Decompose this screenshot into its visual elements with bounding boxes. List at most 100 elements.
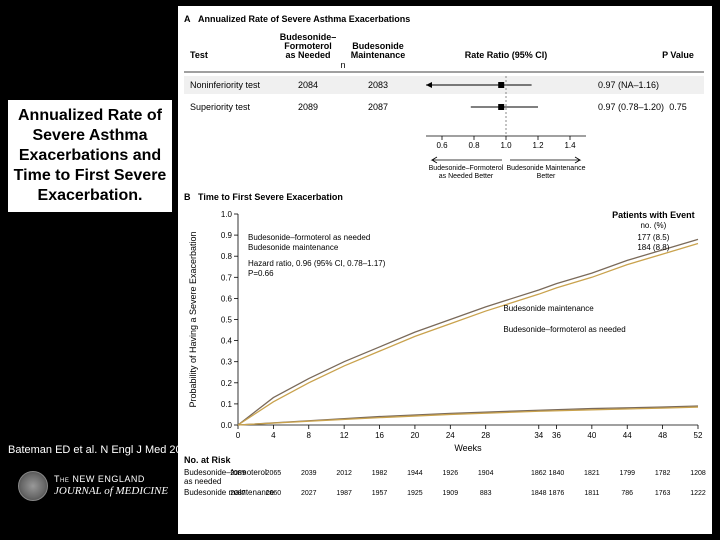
svg-text:2083: 2083 <box>368 80 388 90</box>
svg-text:1782: 1782 <box>655 470 671 477</box>
svg-text:0.0: 0.0 <box>221 421 233 430</box>
nejm-seal-icon <box>18 471 48 501</box>
svg-text:0.9: 0.9 <box>221 231 233 240</box>
svg-text:2039: 2039 <box>301 470 317 477</box>
svg-text:Budesonide Maintenance: Budesonide Maintenance <box>506 165 585 172</box>
svg-text:Annualized Rate of Severe Asth: Annualized Rate of Severe Asthma Exacerb… <box>198 14 410 24</box>
nejm-line1: The NEW ENGLAND <box>54 475 168 485</box>
nejm-line2: JOURNAL of MEDICINE <box>54 485 168 497</box>
svg-text:1763: 1763 <box>655 490 671 497</box>
svg-text:Superiority test: Superiority test <box>190 102 251 112</box>
svg-text:P Value: P Value <box>662 50 694 60</box>
svg-text:1.4: 1.4 <box>564 141 576 150</box>
svg-text:Weeks: Weeks <box>454 443 482 453</box>
svg-text:0.7: 0.7 <box>221 273 233 282</box>
svg-text:40: 40 <box>587 431 596 440</box>
svg-text:4: 4 <box>271 431 276 440</box>
svg-text:1208: 1208 <box>690 470 706 477</box>
svg-text:8: 8 <box>307 431 312 440</box>
svg-text:0.6: 0.6 <box>436 141 448 150</box>
svg-text:A: A <box>184 14 191 24</box>
svg-text:28: 28 <box>481 431 490 440</box>
svg-text:1944: 1944 <box>407 470 423 477</box>
svg-text:Probability of Having a Severe: Probability of Having a Severe Exacerbat… <box>188 231 198 407</box>
svg-text:Budesonide maintenance: Budesonide maintenance <box>503 304 594 313</box>
svg-text:1821: 1821 <box>584 470 600 477</box>
svg-text:1925: 1925 <box>407 490 423 497</box>
svg-text:1926: 1926 <box>443 470 459 477</box>
svg-text:1.0: 1.0 <box>500 141 512 150</box>
svg-text:0: 0 <box>236 431 241 440</box>
svg-text:Time to First Severe Exacerbat: Time to First Severe Exacerbation <box>198 192 343 202</box>
svg-text:1.0: 1.0 <box>221 210 233 219</box>
svg-text:1799: 1799 <box>619 470 635 477</box>
svg-text:786: 786 <box>621 490 633 497</box>
svg-text:2087: 2087 <box>230 490 246 497</box>
slide-title: Annualized Rate of Severe Asthma Exacerb… <box>8 100 172 212</box>
svg-text:0.4: 0.4 <box>221 337 233 346</box>
svg-text:2065: 2065 <box>266 470 282 477</box>
svg-text:0.8: 0.8 <box>221 252 233 261</box>
svg-text:883: 883 <box>480 490 492 497</box>
svg-text:0.75: 0.75 <box>669 102 687 112</box>
svg-text:184 (8.8): 184 (8.8) <box>637 243 669 252</box>
svg-text:0.5: 0.5 <box>221 316 233 325</box>
svg-text:2027: 2027 <box>301 490 317 497</box>
figure-panel: A Annualized Rate of Severe Asthma Exacer… <box>178 6 712 534</box>
svg-text:52: 52 <box>694 431 703 440</box>
svg-text:1957: 1957 <box>372 490 388 497</box>
svg-text:1987: 1987 <box>336 490 352 497</box>
svg-text:177 (8.5): 177 (8.5) <box>637 233 669 242</box>
svg-text:1.2: 1.2 <box>532 141 544 150</box>
svg-text:Test: Test <box>190 50 208 60</box>
svg-text:20: 20 <box>410 431 419 440</box>
svg-text:1982: 1982 <box>372 470 388 477</box>
svg-text:Maintenance: Maintenance <box>351 50 406 60</box>
svg-text:44: 44 <box>623 431 632 440</box>
svg-text:0.2: 0.2 <box>221 379 233 388</box>
svg-text:as Needed Better: as Needed Better <box>439 173 494 180</box>
svg-text:Budesonide–formoterol: Budesonide–formoterol <box>184 468 267 477</box>
svg-text:1222: 1222 <box>690 490 706 497</box>
svg-text:Hazard ratio, 0.96 (95% CI, 0.: Hazard ratio, 0.96 (95% CI, 0.78–1.17) <box>248 259 386 268</box>
svg-text:Patients with Event: Patients with Event <box>612 210 695 220</box>
svg-text:no. (%): no. (%) <box>640 221 666 230</box>
svg-text:1848: 1848 <box>531 490 547 497</box>
svg-text:48: 48 <box>658 431 667 440</box>
svg-text:0.8: 0.8 <box>468 141 480 150</box>
svg-text:1862: 1862 <box>531 470 547 477</box>
svg-text:Better: Better <box>537 173 556 180</box>
svg-text:2012: 2012 <box>336 470 352 477</box>
svg-text:1811: 1811 <box>584 490 599 497</box>
svg-text:12: 12 <box>340 431 349 440</box>
svg-text:No. at Risk: No. at Risk <box>184 455 232 465</box>
svg-text:Budesonide–formoterol as neede: Budesonide–formoterol as needed <box>248 233 370 242</box>
svg-text:16: 16 <box>375 431 384 440</box>
svg-text:2084: 2084 <box>298 80 318 90</box>
svg-text:P=0.66: P=0.66 <box>248 269 274 278</box>
nejm-logo-text: The NEW ENGLAND JOURNAL of MEDICINE <box>54 475 168 497</box>
svg-text:as Needed: as Needed <box>285 50 330 60</box>
svg-text:0.97 (0.78–1.20): 0.97 (0.78–1.20) <box>598 102 664 112</box>
svg-text:1904: 1904 <box>478 470 494 477</box>
svg-text:n: n <box>340 60 345 70</box>
svg-text:B: B <box>184 192 191 202</box>
svg-text:as needed: as needed <box>184 477 221 486</box>
svg-text:Budesonide maintenance: Budesonide maintenance <box>248 243 339 252</box>
figure-svg: A Annualized Rate of Severe Asthma Exacer… <box>178 6 712 534</box>
svg-text:1876: 1876 <box>549 490 565 497</box>
nejm-logo: The NEW ENGLAND JOURNAL of MEDICINE <box>18 468 198 504</box>
svg-text:1840: 1840 <box>549 470 565 477</box>
svg-text:1909: 1909 <box>443 490 459 497</box>
svg-text:24: 24 <box>446 431 455 440</box>
svg-text:2060: 2060 <box>266 490 282 497</box>
svg-text:0.97 (NA–1.16): 0.97 (NA–1.16) <box>598 80 659 90</box>
svg-text:0.6: 0.6 <box>221 294 233 303</box>
svg-text:Noninferiority test: Noninferiority test <box>190 80 261 90</box>
svg-text:Budesonide–formoterol as neede: Budesonide–formoterol as needed <box>503 325 625 334</box>
svg-text:0.1: 0.1 <box>221 400 233 409</box>
svg-text:36: 36 <box>552 431 561 440</box>
svg-text:2087: 2087 <box>368 102 388 112</box>
svg-text:Budesonide–Formoterol: Budesonide–Formoterol <box>429 165 504 172</box>
svg-text:2089: 2089 <box>230 470 246 477</box>
